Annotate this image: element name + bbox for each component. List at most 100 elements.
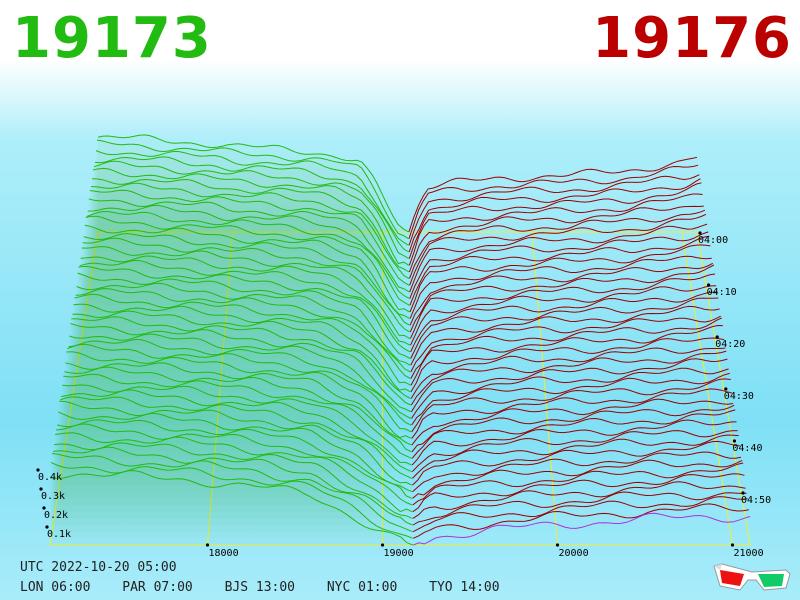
ask-layer-21: [410, 315, 721, 373]
3d-glasses-icon[interactable]: [712, 560, 792, 592]
ask-price: 19176: [592, 6, 792, 71]
ask-layer-5: [408, 193, 703, 266]
time-tick-dot-0: [698, 231, 702, 235]
ask-layer-34: [411, 409, 736, 459]
bid-layer-3: [94, 156, 409, 253]
bid-layer-17: [80, 255, 411, 346]
ask-layer-32: [411, 398, 734, 446]
volume-tick-1: 0.2k: [44, 510, 68, 521]
bid-layer-6: [91, 178, 410, 273]
x-tick-0: 18000: [209, 548, 239, 559]
bid-layer-21: [76, 282, 411, 373]
bid-layer-13: [84, 224, 410, 320]
ask-layer-35: [411, 419, 737, 466]
bid-layer-14: [83, 233, 410, 326]
ask-layer-41: [412, 462, 744, 506]
bid-layer-38: [59, 400, 413, 486]
volume-tick-dot-0: [45, 525, 49, 529]
zone-nyc: NYC 01:00: [326, 580, 398, 595]
ask-layer-3: [408, 178, 701, 253]
bid-layer-23: [74, 293, 411, 386]
ask-layer-11: [409, 235, 710, 306]
ask-layer-22: [410, 317, 723, 379]
bid-layer-41: [56, 423, 413, 506]
x-tick-dot-1: [380, 543, 385, 547]
bid-layer-47: [49, 470, 413, 546]
ask-layer-17: [410, 285, 717, 346]
bid-layer-39: [58, 411, 413, 493]
ask-layer-16: [409, 273, 716, 339]
ask-layer-26: [410, 350, 727, 406]
ask-layer-15: [409, 264, 715, 333]
time-tick-dot-1: [707, 283, 711, 287]
volume-tick-dot-1: [42, 506, 46, 510]
bid-layer-36: [61, 389, 413, 473]
bid-layer-11: [86, 210, 410, 306]
ask-layer-46: [412, 503, 749, 539]
time-tick-4: 04:40: [732, 443, 762, 454]
zone-bjs: BJS 13:00: [224, 580, 296, 595]
volume-tick-dot-2: [39, 487, 43, 491]
ask-layer-31: [411, 388, 733, 439]
ask-layer-44: [412, 491, 747, 526]
chart-axes: 18000 19000 20000 21000 0.1k 0.2k 0.3k 0.4k 04:0…: [36, 231, 771, 559]
ask-layer-13: [409, 255, 712, 319]
time-tick-dot-5: [741, 491, 745, 495]
ask-layer-23: [410, 324, 723, 386]
ask-layer-38: [412, 440, 740, 486]
bid-layer-31: [66, 351, 412, 439]
bid-layer-29: [68, 338, 412, 426]
ask-depth-series: [408, 156, 751, 546]
ask-layer-25: [410, 347, 726, 399]
bid-layer-43: [54, 442, 413, 519]
bid-layer-20: [77, 272, 411, 366]
ask-layer-4: [408, 182, 702, 259]
bid-layer-37: [60, 396, 413, 479]
ask-layer-47: [413, 512, 751, 546]
bid-layer-27: [70, 323, 412, 413]
bid-layer-24: [73, 303, 411, 393]
bid-layer-1: [96, 139, 409, 240]
bid-layer-44: [53, 446, 413, 526]
x-tick-3: 21000: [734, 548, 764, 559]
ask-layer-0: [408, 156, 698, 233]
bid-layer-8: [89, 189, 410, 286]
bid-layer-46: [50, 461, 413, 539]
ask-layer-12: [409, 244, 711, 313]
utc-timestamp: UTC 2022-10-20 05:00: [20, 560, 177, 575]
bid-layer-33: [64, 366, 412, 453]
grid-line-x-2: [531, 231, 558, 546]
ask-layer-39: [412, 451, 742, 493]
ask-layer-14: [409, 262, 714, 326]
bid-layer-12: [85, 215, 410, 313]
time-tick-1: 04:10: [707, 287, 737, 298]
ask-layer-27: [410, 358, 728, 413]
bid-layer-30: [67, 343, 412, 433]
floor-frame: [49, 231, 751, 546]
bid-layer-5: [92, 167, 410, 266]
bid-layer-22: [75, 288, 411, 379]
x-tick-2: 20000: [559, 548, 589, 559]
bid-depth-series: [49, 134, 413, 546]
bid-layer-4: [93, 160, 410, 260]
ask-layer-45: [412, 496, 748, 533]
bid-layer-16: [81, 246, 411, 340]
volume-tick-0: 0.1k: [47, 529, 71, 540]
bid-layer-9: [88, 198, 410, 293]
zone-par: PAR 07:00: [122, 580, 193, 595]
time-tick-5: 04:50: [741, 495, 771, 506]
zone-tyo: TYO 14:00: [429, 580, 500, 595]
ask-layer-37: [412, 434, 739, 479]
ask-layer-43: [412, 481, 746, 519]
grid-line-x-0: [207, 231, 234, 546]
x-tick-dot-3: [730, 543, 735, 547]
time-tick-dot-3: [724, 387, 728, 391]
bid-layer-26: [71, 316, 412, 406]
ask-layer-24: [410, 337, 725, 393]
ask-layer-19: [410, 297, 719, 359]
ask-layer-20: [410, 305, 720, 366]
bid-layer-0: [97, 134, 409, 233]
ask-layer-2: [408, 174, 700, 246]
x-tick-1: 19000: [384, 548, 414, 559]
bid-layer-10: [87, 204, 410, 300]
